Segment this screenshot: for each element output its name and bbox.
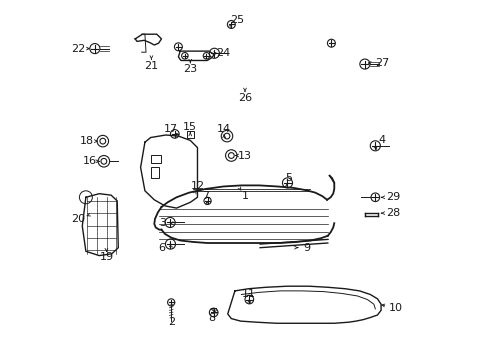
Text: 21: 21 [145,60,158,71]
Bar [151,167,159,178]
Text: 4: 4 [378,135,385,145]
Text: 28: 28 [386,208,400,218]
Text: 29: 29 [386,192,400,202]
Text: 10: 10 [389,303,403,313]
Text: 12: 12 [191,181,205,192]
Text: 26: 26 [238,93,252,103]
Text: 23: 23 [183,64,197,74]
Text: 19: 19 [99,252,114,262]
Text: 13: 13 [238,150,252,161]
Text: 17: 17 [164,124,178,134]
Text: 15: 15 [183,122,197,132]
Text: 11: 11 [243,289,256,300]
Text: 6: 6 [158,243,165,253]
Text: 9: 9 [303,243,311,253]
Text: 5: 5 [285,173,292,183]
Text: 20: 20 [72,214,86,224]
Text: 1: 1 [242,191,248,201]
Text: 22: 22 [72,44,86,54]
Bar [187,131,194,138]
Bar [151,155,162,163]
Text: 2: 2 [168,317,175,327]
Text: 18: 18 [80,136,95,146]
Text: 8: 8 [208,312,216,323]
Text: 24: 24 [216,48,230,58]
Text: 14: 14 [217,124,231,134]
Text: 25: 25 [230,15,244,25]
Text: 16: 16 [83,156,97,166]
Text: 3: 3 [159,218,166,228]
Text: 7: 7 [202,191,209,201]
Text: 27: 27 [375,58,389,68]
